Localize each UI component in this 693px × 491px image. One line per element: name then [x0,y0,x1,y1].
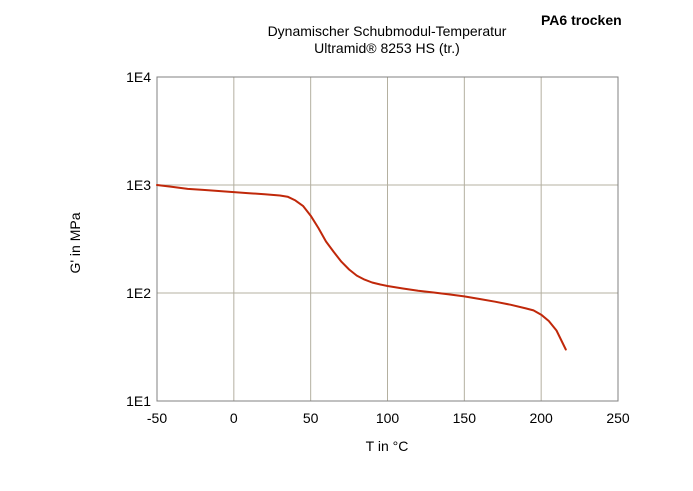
x-tick-label: 200 [529,410,553,426]
plot-border [156,76,619,402]
y-tick-label: 1E1 [126,393,151,409]
chart-title: Dynamischer Schubmodul-Temperatur [267,23,507,39]
material-badge: PA6 trocken [541,12,622,28]
y-tick-label: 1E2 [126,285,151,301]
series-layer [156,184,567,351]
x-tick-label: 100 [376,410,400,426]
y-tick-label: 1E3 [126,177,151,193]
grid [156,76,619,402]
x-tick-label: 0 [230,410,238,426]
chart-subtitle: Ultramid® 8253 HS (tr.) [314,40,460,56]
x-tick-label: 150 [453,410,477,426]
x-ticks: -50 0 50 100 150 200 250 [147,410,630,426]
x-tick-label: 250 [606,410,630,426]
x-tick-label: -50 [147,410,167,426]
x-tick-label: 50 [303,410,319,426]
series-line [156,184,567,351]
x-axis-label: T in °C [365,438,409,454]
y-ticks: 1E1 1E2 1E3 1E4 [126,69,151,409]
y-tick-label: 1E4 [126,69,151,85]
